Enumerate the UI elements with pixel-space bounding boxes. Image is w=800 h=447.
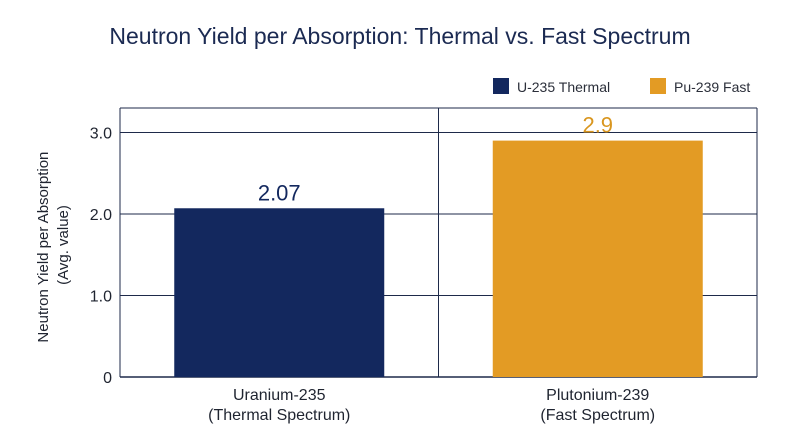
x-category-label-line: Uranium-235	[233, 387, 326, 404]
x-category-label-line: (Fast Spectrum)	[540, 407, 655, 424]
bar-value-label: 2.9	[582, 113, 613, 138]
y-tick-label: 3.0	[90, 125, 112, 142]
x-category-label-line: Plutonium-239	[546, 387, 649, 404]
x-category-label-line: (Thermal Spectrum)	[208, 407, 350, 424]
legend-swatch	[493, 78, 509, 94]
value-labels: 2.07 2.9	[258, 113, 613, 206]
bar	[174, 208, 385, 377]
y-tick-label: 1.0	[90, 288, 112, 305]
legend-label: U-235 Thermal	[517, 79, 610, 95]
bar-value-label: 2.07	[258, 180, 301, 205]
legend-swatch	[650, 78, 666, 94]
bar	[492, 140, 703, 377]
y-axis-label-line-1: Neutron Yield per Absorption	[35, 152, 52, 343]
y-tick-label: 2.0	[90, 207, 112, 224]
y-axis-label: Neutron Yield per Absorption (Avg. value…	[35, 147, 72, 342]
y-axis-label-line-2: (Avg. value)	[55, 205, 72, 285]
bars	[174, 140, 703, 377]
x-category-label: Plutonium-239 (Fast Spectrum)	[540, 387, 655, 424]
chart-title: Neutron Yield per Absorption: Thermal vs…	[109, 23, 690, 49]
y-axis-ticks: 0 1.0 2.0 3.0	[90, 125, 112, 387]
y-tick-label: 0	[103, 370, 112, 387]
x-axis-categories: Uranium-235 (Thermal Spectrum) Plutonium-2…	[208, 387, 655, 424]
legend-label: Pu-239 Fast	[674, 79, 750, 95]
x-category-label: Uranium-235 (Thermal Spectrum)	[208, 387, 350, 424]
legend: U-235 Thermal Pu-239 Fast	[493, 78, 750, 95]
